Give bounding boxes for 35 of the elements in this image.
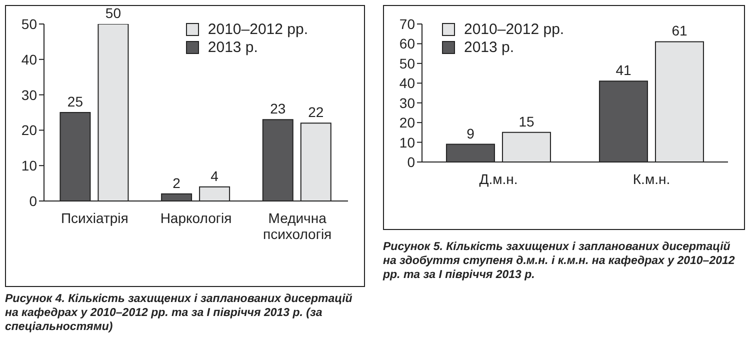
data-label: 2 [172,174,181,191]
data-label: 4 [210,168,219,184]
y-tick-label: 0 [407,154,416,170]
data-label: 23 [270,100,286,117]
legend-label: 2010–2012 рр. [208,20,308,38]
legend-label: 2013 р. [464,38,514,56]
y-tick-label: 0 [29,192,38,209]
y-tick-label: 10 [399,134,416,150]
data-label: 41 [616,62,632,78]
x-tick-label: Наркологія [160,210,232,226]
data-label: 9 [466,125,475,142]
data-label: 25 [67,94,84,110]
text: Рисунок 5. Кількість захищених і запланованих дисертацій на здобуття ступеня д.м.н. і к.м.н. на кафедрах у 2010–2012 рр. та за І півріччя 2013 р. [383,240,736,282]
y-tick-label: 30 [21,86,38,103]
data-label: 61 [672,22,688,39]
y-tick-label: 40 [399,75,416,92]
y-tick-label: 30 [399,94,416,111]
x-tick-label: Медична психологія [263,210,332,242]
data-label: 15 [518,113,534,130]
x-tick-label: Психіатрія [60,210,128,226]
y-tick-label: 10 [21,158,38,174]
y-tick-label: 40 [21,51,38,68]
x-tick-label: Д.м.н. [479,171,518,187]
legend-label: 2010–2012 рр. [464,20,564,38]
y-tick-label: 20 [399,114,416,131]
text: Рисунок 4. Кількість захищених і запланованих дисертацій на кафедрах у 2010–2012 рр. та за І півріччя 2013 р. (за спеціальностями) [5,292,354,334]
y-tick-label: 50 [21,16,38,32]
y-tick-label: 20 [21,122,38,138]
y-tick-label: 50 [399,55,416,72]
data-label: 50 [105,5,122,21]
data-label: 22 [308,104,324,120]
y-tick-label: 60 [399,36,416,52]
x-tick-label: К.м.н. [632,171,670,187]
legend-label: 2013 р. [208,38,258,56]
y-tick-label: 70 [399,16,416,32]
